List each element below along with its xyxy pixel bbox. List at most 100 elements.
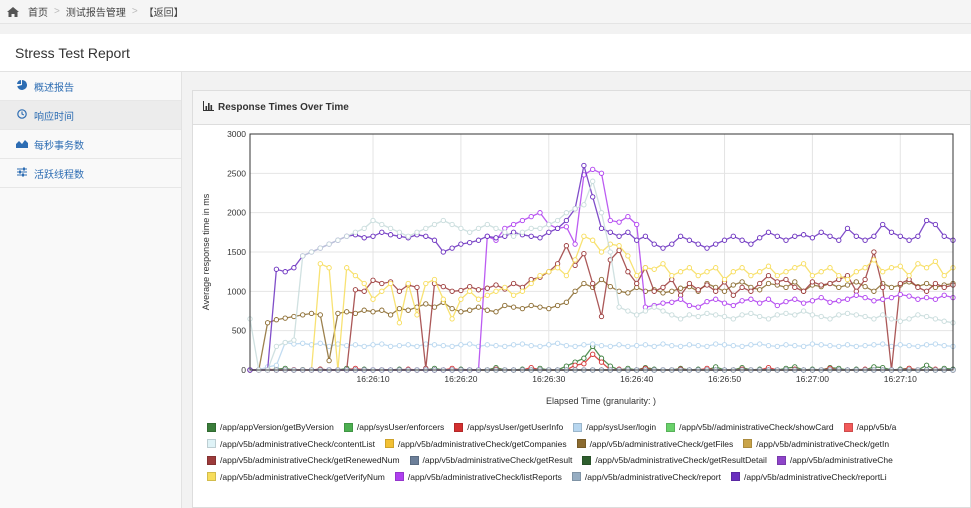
- legend-item[interactable]: /app/v5b/administrativeCheck/report: [571, 472, 721, 482]
- legend-item[interactable]: /app/v5b/administrativeChe: [776, 455, 893, 465]
- data-point: [493, 342, 499, 349]
- x-tick-label: 16:27:00: [796, 374, 829, 384]
- legend-label: /app/sysUser/getUserInfo: [467, 422, 564, 433]
- data-point: [414, 343, 420, 350]
- data-point: [546, 229, 552, 235]
- data-point: [484, 307, 490, 313]
- data-point: [792, 296, 798, 302]
- data-point: [923, 342, 930, 348]
- x-axis-label: Elapsed Time (granularity: ): [546, 396, 656, 406]
- sidebar-item-tps[interactable]: 每秒事务数: [0, 130, 181, 159]
- breadcrumb-reports[interactable]: 测试报告管理: [65, 8, 126, 19]
- series-14: [247, 233, 956, 373]
- data-point: [809, 298, 816, 304]
- data-point: [396, 229, 403, 235]
- data-point: [730, 342, 736, 349]
- legend-item[interactable]: /app/v5b/administrativeCheck/reportLi: [730, 472, 887, 482]
- data-point: [677, 316, 684, 322]
- data-point: [686, 312, 693, 318]
- chart-legend: /app/appVersion/getByVersion/app/sysUser…: [207, 419, 971, 485]
- data-point: [449, 245, 455, 251]
- data-point: [519, 217, 526, 224]
- legend-label: /app/v5b/a: [856, 422, 897, 433]
- series-3: [247, 339, 956, 373]
- data-point: [344, 233, 350, 239]
- data-point: [379, 221, 385, 228]
- data-point: [616, 233, 622, 239]
- data-point: [862, 342, 868, 349]
- data-point: [493, 309, 499, 315]
- data-point: [607, 217, 613, 224]
- data-point: [809, 312, 816, 318]
- legend-label: /app/v5b/administrativeCheck/getVerifyNu…: [220, 471, 385, 482]
- y-tick-label: 3000: [227, 129, 246, 139]
- legend-item[interactable]: /app/v5b/administrativeCheck/getVerifyNu…: [207, 472, 385, 482]
- data-point: [844, 282, 851, 288]
- legend-item[interactable]: /app/v5b/administrativeCheck/getIn: [743, 439, 889, 449]
- data-point: [634, 237, 640, 243]
- legend-row: /app/v5b/administrativeCheck/getRenewedN…: [207, 452, 971, 469]
- legend-label: /app/v5b/administrativeCheck/getCompanie…: [397, 438, 567, 449]
- data-point: [598, 249, 605, 255]
- sidebar-item-response-time[interactable]: 响应时间: [0, 101, 181, 130]
- data-point: [792, 279, 798, 285]
- legend-item[interactable]: /app/v5b/a: [843, 422, 897, 433]
- data-point: [282, 269, 288, 275]
- data-point: [897, 263, 903, 269]
- data-point: [563, 210, 570, 216]
- data-point: [880, 269, 886, 275]
- legend-item[interactable]: /app/appVersion/getByVersion: [207, 422, 334, 432]
- data-point: [581, 162, 587, 169]
- data-point: [300, 312, 306, 318]
- legend-item[interactable]: /app/v5b/administrativeCheck/getFiles: [576, 439, 733, 449]
- data-point: [537, 304, 543, 310]
- data-point: [915, 312, 921, 318]
- sidebar-item-overview[interactable]: 概述报告: [0, 72, 181, 101]
- sliders-icon: [16, 167, 28, 180]
- data-point: [423, 233, 429, 239]
- legend-item[interactable]: /app/v5b/administrativeCheck/getResult: [409, 455, 572, 465]
- data-point: [528, 233, 534, 239]
- data-point: [519, 288, 526, 294]
- legend-item[interactable]: /app/sysUser/getUserInfo: [454, 422, 563, 432]
- data-point: [923, 288, 930, 294]
- sidebar-item-label: 响应时间: [34, 111, 74, 123]
- series-15: [247, 166, 956, 373]
- back-link[interactable]: 【返回】: [143, 8, 184, 19]
- data-point: [379, 280, 385, 287]
- data-point: [774, 302, 780, 309]
- data-point: [484, 342, 490, 348]
- data-point: [607, 283, 613, 290]
- legend-item[interactable]: /app/v5b/administrativeCheck/getRenewedN…: [207, 455, 400, 465]
- legend-label: /app/sysUser/login: [586, 422, 657, 433]
- data-point: [660, 284, 666, 291]
- data-point: [326, 357, 332, 364]
- legend-item[interactable]: /app/v5b//administrativeCheck/showCard: [666, 422, 834, 432]
- data-point: [748, 310, 754, 317]
- legend-item[interactable]: /app/v5b/administrativeCheck/getResultDe…: [582, 455, 767, 465]
- data-point: [475, 296, 482, 302]
- legend-item[interactable]: /app/v5b/administrativeCheck/listReports: [394, 472, 562, 482]
- data-point: [651, 343, 657, 350]
- sidebar-item-active-threads[interactable]: 活跃线程数: [0, 159, 181, 188]
- legend-item[interactable]: /app/v5b/administrativeCheck/contentList: [207, 439, 375, 449]
- home-icon[interactable]: [6, 6, 20, 18]
- data-point: [774, 233, 780, 239]
- data-point: [660, 290, 666, 296]
- data-point: [730, 302, 736, 309]
- pie-chart-icon: [16, 79, 28, 93]
- data-point: [880, 284, 886, 291]
- data-point: [361, 235, 367, 241]
- data-point: [862, 294, 868, 301]
- data-point: [651, 266, 657, 272]
- data-point: [800, 308, 807, 314]
- legend-item[interactable]: /app/sysUser/enforcers: [343, 422, 444, 432]
- data-point: [660, 261, 666, 267]
- breadcrumb-home[interactable]: 首页: [28, 8, 48, 19]
- data-point: [792, 265, 798, 271]
- data-point: [739, 298, 745, 304]
- legend-item[interactable]: /app/sysUser/login: [573, 422, 656, 432]
- data-point: [282, 339, 288, 346]
- legend-item[interactable]: /app/v5b/administrativeCheck/getCompanie…: [384, 438, 567, 449]
- legend-swatch: [582, 455, 592, 465]
